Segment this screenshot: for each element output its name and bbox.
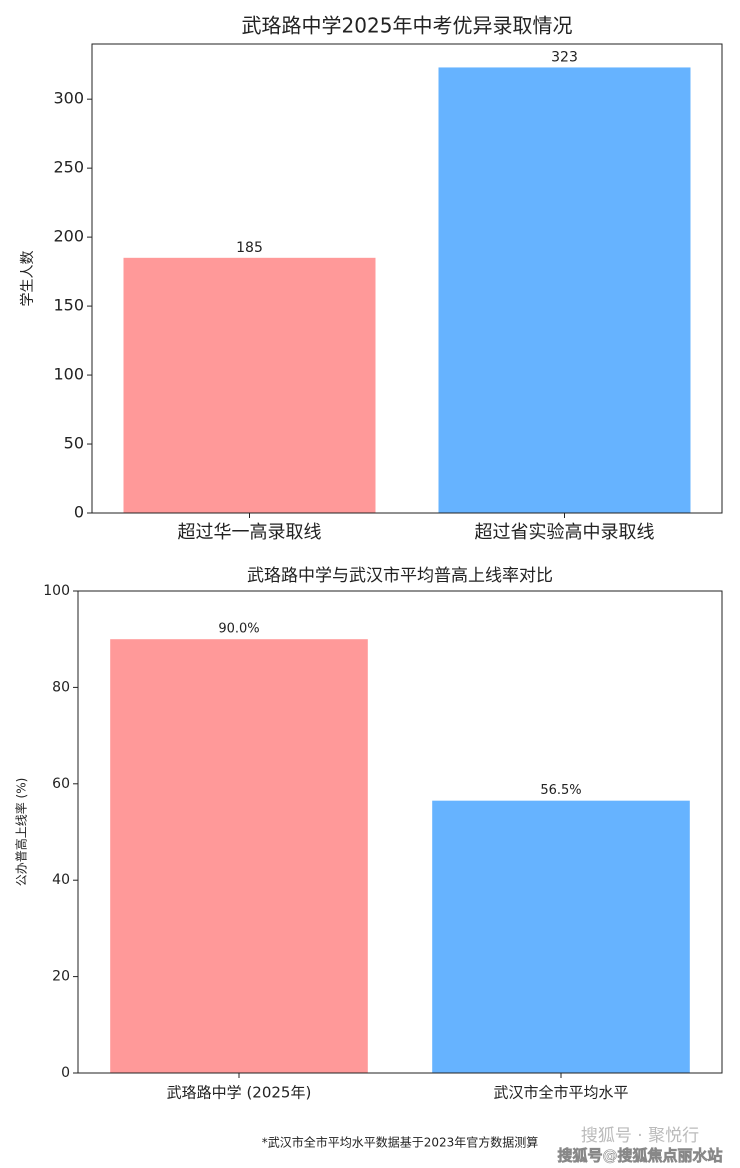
- value-label: 56.5%: [540, 783, 581, 798]
- bar: [110, 639, 368, 1073]
- x-tick-label: 武汉市全市平均水平: [493, 1084, 628, 1102]
- y-axis-label: 学生人数: [20, 251, 36, 307]
- bar: [123, 257, 376, 513]
- plot-frame: [77, 590, 723, 1074]
- y-tick-label: 300: [53, 89, 84, 108]
- y-tick-label: 0: [61, 1065, 70, 1081]
- y-tick-label: 50: [64, 434, 84, 453]
- plot-frame: [91, 43, 723, 514]
- y-tick-label: 80: [52, 679, 70, 695]
- footnote: *武汉市全市平均水平数据基于2023年官方数据测算: [262, 1135, 539, 1150]
- value-label: 90.0%: [218, 622, 259, 637]
- value-label: 185: [236, 240, 263, 256]
- value-label: 323: [551, 49, 578, 65]
- bar: [432, 800, 690, 1073]
- y-tick-label: 0: [74, 503, 84, 522]
- y-tick-label: 100: [43, 583, 70, 599]
- watermark: 搜狐号 · 聚悦行: [581, 1126, 699, 1146]
- bar: [438, 67, 691, 513]
- y-tick-label: 150: [53, 296, 84, 315]
- y-axis-label: 公办普高上线率 (%): [14, 778, 29, 887]
- x-tick-label: 超过华一高录取线: [178, 522, 322, 543]
- y-tick-label: 60: [52, 776, 70, 792]
- x-tick-label: 超过省实验高中录取线: [475, 522, 655, 543]
- x-tick-label: 武珞路中学 (2025年): [167, 1084, 312, 1102]
- chart-title: 武珞路中学与武汉市平均普高上线率对比: [247, 566, 553, 586]
- y-tick-label: 40: [52, 872, 70, 888]
- y-tick-label: 250: [53, 158, 84, 177]
- watermark: 搜狐号@搜狐焦点丽水站: [557, 1147, 722, 1165]
- y-tick-label: 20: [52, 969, 70, 985]
- chart-title: 武珞路中学2025年中考优异录取情况: [242, 14, 573, 38]
- y-tick-label: 100: [53, 365, 84, 384]
- y-tick-label: 200: [53, 227, 84, 246]
